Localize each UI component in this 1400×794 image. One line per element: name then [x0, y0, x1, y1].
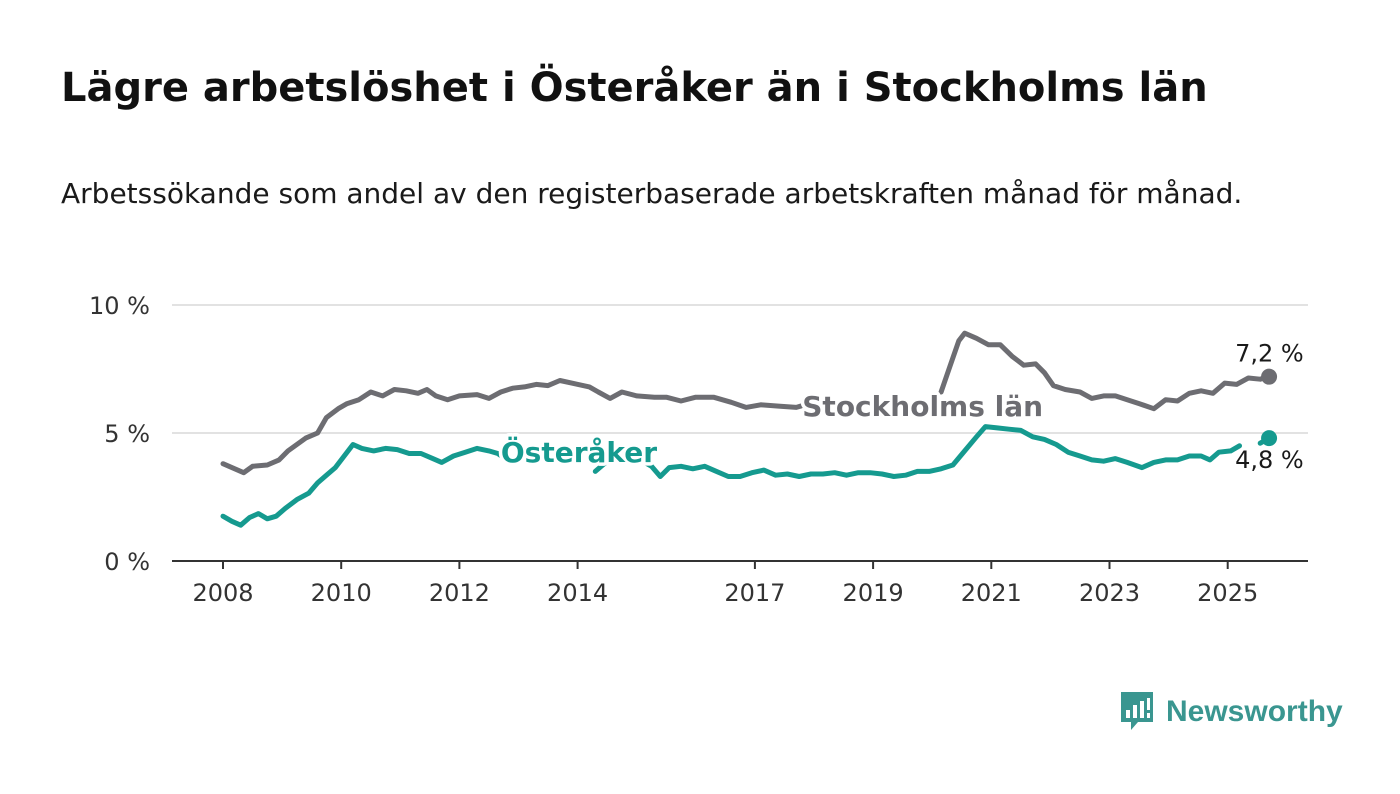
x-tick-label: 2008 — [192, 579, 253, 607]
x-tick-label: 2019 — [843, 579, 904, 607]
newsworthy-brand: Newsworthy — [1118, 690, 1343, 734]
chart-subtitle: Arbetssökande som andel av den registerb… — [61, 177, 1243, 210]
series-end-label: 7,2 % — [1235, 340, 1304, 368]
series-label: Stockholms län — [802, 390, 1043, 423]
series-line — [938, 330, 1272, 412]
bar-chart-speech-bubble-icon — [1121, 692, 1153, 730]
series-line — [220, 442, 510, 528]
series-end-label: 4,8 % — [1235, 446, 1304, 474]
y-tick-label: 0 % — [104, 548, 150, 576]
series-end-marker — [1261, 430, 1278, 447]
series-end-marker — [1261, 368, 1278, 385]
series-line — [592, 458, 610, 474]
y-tick-label: 10 % — [89, 292, 150, 320]
x-tick-label: 2012 — [429, 579, 490, 607]
chart-title: Lägre arbetslöshet i Österåker än i Stoc… — [61, 65, 1208, 111]
series-line — [640, 424, 1242, 479]
x-tick-label: 2014 — [547, 579, 608, 607]
series-label: Österåker — [501, 435, 657, 469]
x-tick-label: 2017 — [724, 579, 785, 607]
x-tick-label: 2025 — [1197, 579, 1258, 607]
series-label-halo: Stockholms län — [802, 390, 1043, 423]
brand-name: Newsworthy — [1166, 695, 1343, 728]
y-tick-label: 5 % — [104, 420, 150, 448]
x-tick-label: 2021 — [961, 579, 1022, 607]
x-tick-label: 2010 — [311, 579, 372, 607]
series-line — [220, 378, 808, 476]
series-label-halo: Österåker — [501, 435, 657, 469]
x-tick-label: 2023 — [1079, 579, 1140, 607]
